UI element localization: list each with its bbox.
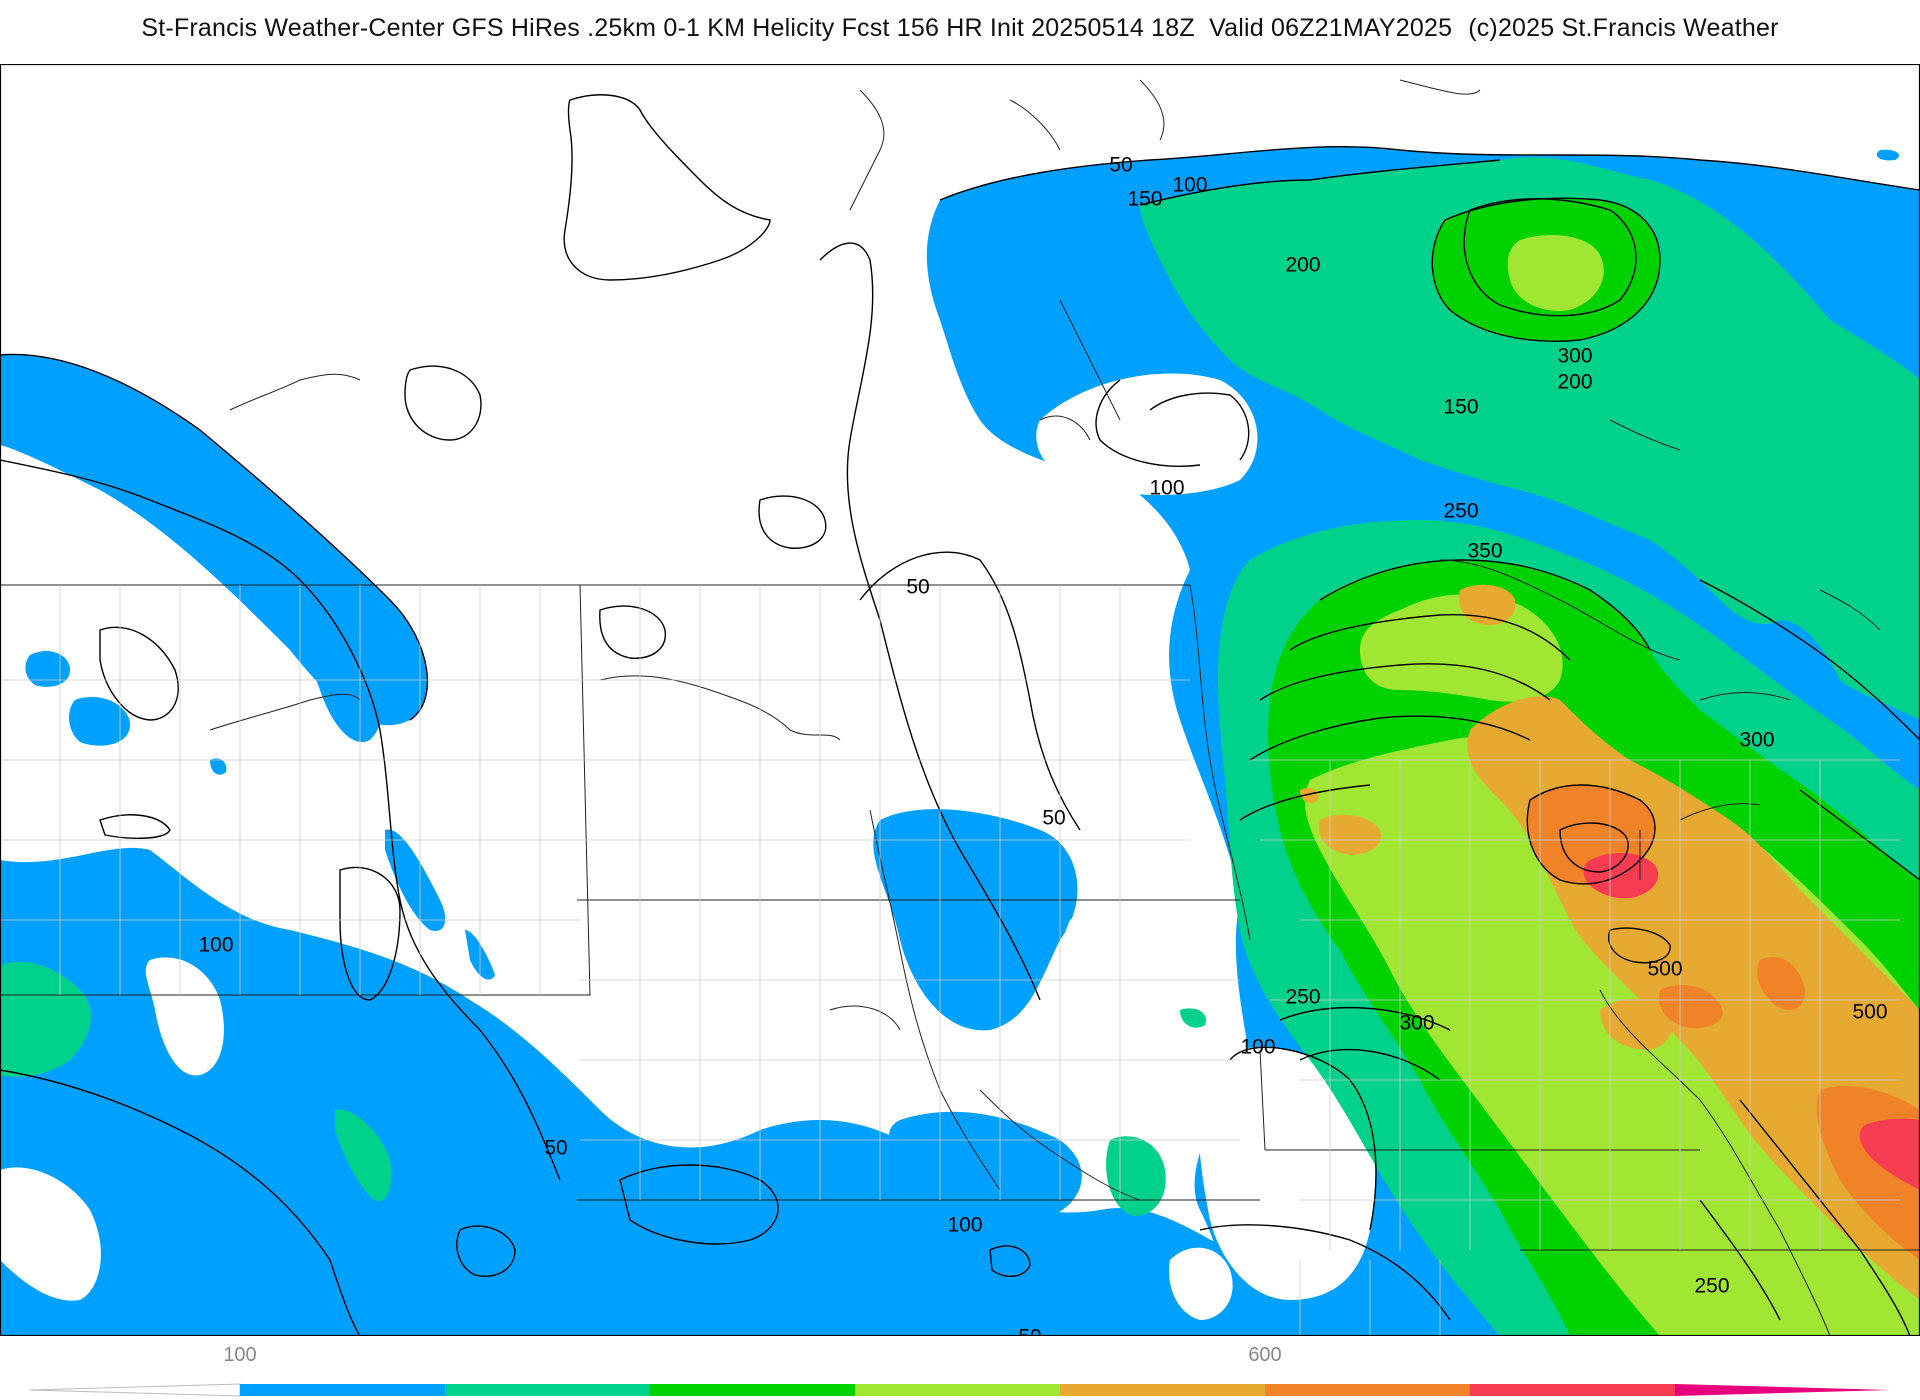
colorbar-swatch <box>445 1384 650 1396</box>
title-text: St-Francis Weather-Center GFS HiRes .25k… <box>141 14 1453 42</box>
contour-label: 250 <box>1285 986 1320 1009</box>
colorbar-max-arrow <box>1675 1384 1890 1396</box>
contour-label: 100 <box>198 934 233 957</box>
colorbar-tick-label: 600 <box>1248 1344 1282 1366</box>
geography-lines <box>0 79 1920 1336</box>
contour-label: 100 <box>1240 1036 1275 1059</box>
contour-label: 50 <box>1042 807 1065 830</box>
contour-label: 200 <box>1557 371 1592 394</box>
contour-label: 300 <box>1399 1012 1434 1035</box>
colorbar-tick-label: 100 <box>223 1344 257 1366</box>
colorbar-swatch <box>1470 1384 1675 1396</box>
contour-label: 200 <box>1285 254 1320 277</box>
contour-labels: 50 100 150 200 300 200 150 100 250 350 50 300 50 100 5… <box>198 154 1887 1336</box>
contour-label: 50 <box>544 1137 567 1160</box>
contour-label: 500 <box>1852 1001 1887 1024</box>
colorbar-swatch <box>1265 1384 1470 1396</box>
copyright-text: (c)2025 St.Francis Weather <box>1468 14 1779 42</box>
contour-label: 300 <box>1739 729 1774 752</box>
contour-label: 300 <box>1557 345 1592 368</box>
contour-label: 100 <box>1149 477 1184 500</box>
colorbar-min-arrow <box>29 1383 241 1397</box>
contour-label: 350 <box>1467 540 1502 563</box>
contour-lines <box>0 94 1920 1336</box>
contour-label: 100 <box>947 1214 982 1237</box>
contour-label: 100 <box>1172 174 1207 197</box>
colorbar-swatch <box>1060 1384 1265 1396</box>
colorbar-swatch <box>240 1384 445 1396</box>
county-lines <box>0 585 1900 1336</box>
map-title: St-Francis Weather-Center GFS HiRes .25k… <box>0 14 1920 43</box>
contour-label: 250 <box>1443 500 1478 523</box>
contour-label: 50 <box>1018 1326 1041 1336</box>
colorbar-bands <box>29 1383 1890 1397</box>
contour-label: 150 <box>1443 396 1478 419</box>
contour-label: 50 <box>906 576 929 599</box>
colorbar-swatch <box>650 1384 855 1396</box>
contour-label: 50 <box>1109 154 1132 177</box>
contour-label: 150 <box>1127 188 1162 211</box>
colorbar: 100 600 <box>0 1340 1920 1400</box>
helicity-map: 50 100 150 200 300 200 150 100 250 350 50 300 50 100 5… <box>0 64 1920 1336</box>
contour-label: 500 <box>1647 958 1682 981</box>
contour-label: 250 <box>1694 1275 1729 1298</box>
colorbar-swatch <box>855 1384 1060 1396</box>
